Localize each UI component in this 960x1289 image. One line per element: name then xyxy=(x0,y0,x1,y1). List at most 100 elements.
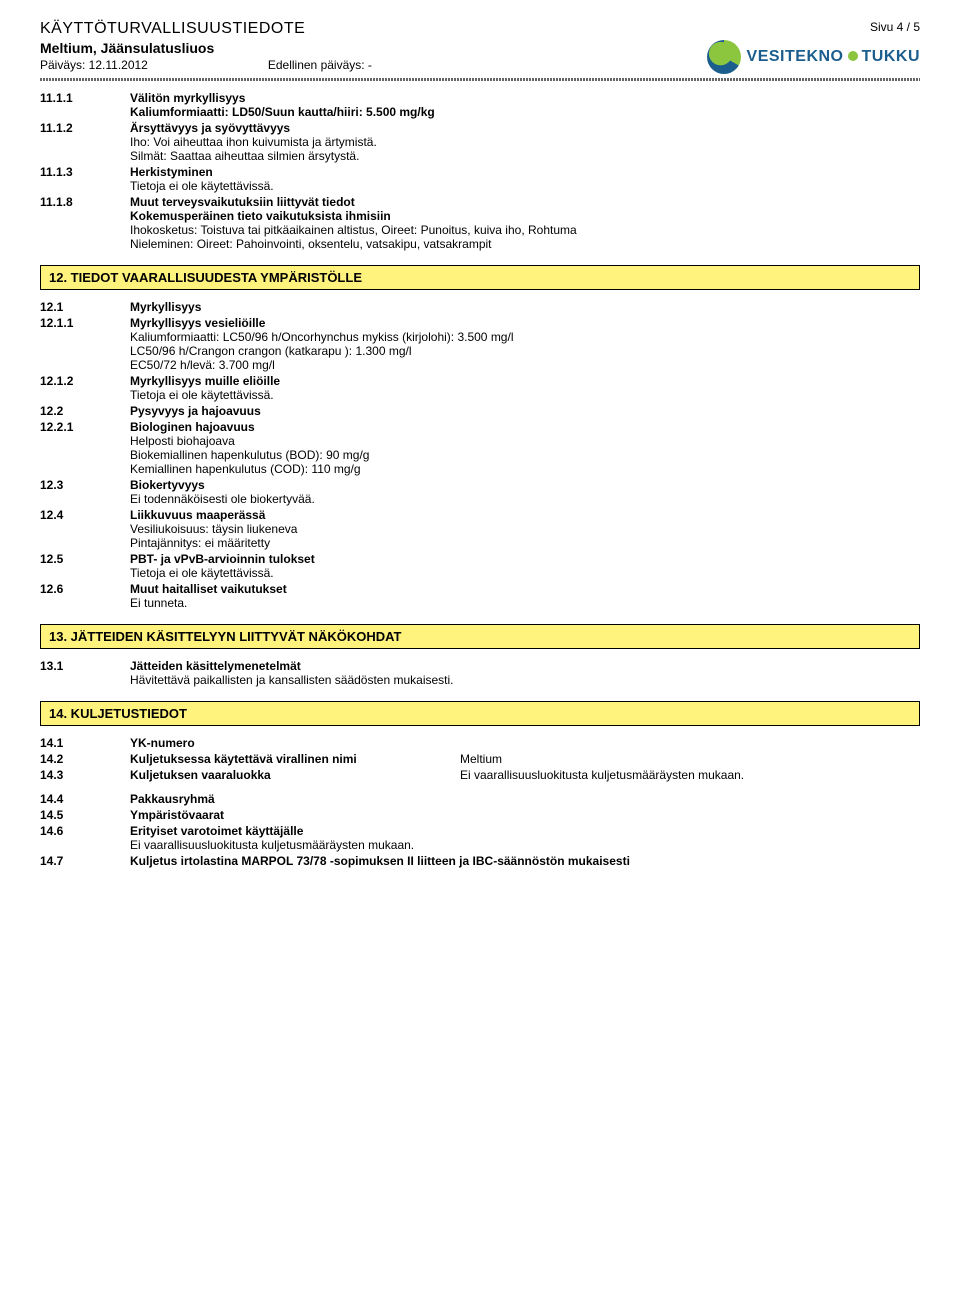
item-num: 14.1 xyxy=(40,736,130,750)
section-14: 14.1 YK-numero 14.2 Kuljetuksessa käytet… xyxy=(40,736,920,868)
item-12-2: 12.2 Pysyvyys ja hajoavuus xyxy=(40,404,920,418)
logo-icon xyxy=(707,40,741,74)
item-label: Herkistyminen xyxy=(130,165,920,179)
item-label: Ärsyttävyys ja syövyttävyys xyxy=(130,121,920,135)
item-14-4: 14.4 Pakkausryhmä xyxy=(40,792,920,806)
item-label: Pakkausryhmä xyxy=(130,792,920,806)
item-label: Välitön myrkyllisyys xyxy=(130,91,920,105)
item-num: 14.7 xyxy=(40,854,130,868)
item-content: Myrkyllisyys vesieliöille Kaliumformiaat… xyxy=(130,316,920,372)
logo-text: VESITEKNO TUKKU xyxy=(747,48,920,66)
item-sublabel: Kokemusperäinen tieto vaikutuksista ihmi… xyxy=(130,209,920,223)
header: KÄYTTÖTURVALLISUUSTIEDOTE Meltium, Jääns… xyxy=(40,20,920,74)
spacer xyxy=(40,784,920,792)
item-14-3: 14.3 Kuljetuksen vaaraluokka Ei vaaralli… xyxy=(40,768,920,782)
item-content: Erityiset varotoimet käyttäjälle Ei vaar… xyxy=(130,824,920,852)
item-num: 14.4 xyxy=(40,792,130,806)
item-text: Vesiliukoisuus: täysin liukeneva xyxy=(130,522,920,536)
item-content: PBT- ja vPvB-arvioinnin tulokset Tietoja… xyxy=(130,552,920,580)
item-num: 14.2 xyxy=(40,752,130,766)
item-text: Pintajännitys: ei määritetty xyxy=(130,536,920,550)
item-num: 12.1.2 xyxy=(40,374,130,402)
item-label: Kuljetuksessa käytettävä virallinen nimi xyxy=(130,752,460,766)
header-right: Sivu 4 / 5 VESITEKNO TUKKU xyxy=(707,20,920,74)
item-num: 11.1.2 xyxy=(40,121,130,163)
item-12-2-1: 12.2.1 Biologinen hajoavuus Helposti bio… xyxy=(40,420,920,476)
item-label: Muut haitalliset vaikutukset xyxy=(130,582,920,596)
item-text: EC50/72 h/levä: 3.700 mg/l xyxy=(130,358,920,372)
item-12-3: 12.3 Biokertyvyys Ei todennäköisesti ole… xyxy=(40,478,920,506)
item-text: Tietoja ei ole käytettävissä. xyxy=(130,566,920,580)
item-num: 14.5 xyxy=(40,808,130,822)
item-text: Biokemiallinen hapenkulutus (BOD): 90 mg… xyxy=(130,448,920,462)
item-text: Nieleminen: Oireet: Pahoinvointi, oksent… xyxy=(130,237,920,251)
item-label: Myrkyllisyys xyxy=(130,300,920,314)
item-value: Ei vaarallisuusluokitusta kuljetusmääräy… xyxy=(460,768,744,782)
item-content: Jätteiden käsittelymenetelmät Hävitettäv… xyxy=(130,659,920,687)
item-text: LC50/96 h/Crangon crangon (katkarapu ): … xyxy=(130,344,920,358)
item-11-1-8: 11.1.8 Muut terveysvaikutuksiin liittyvä… xyxy=(40,195,920,251)
section-13-header: 13. JÄTTEIDEN KÄSITTELYYN LIITTYVÄT NÄKÖ… xyxy=(40,624,920,649)
item-13-1: 13.1 Jätteiden käsittelymenetelmät Hävit… xyxy=(40,659,920,687)
section-11: 11.1.1 Välitön myrkyllisyys Kaliumformia… xyxy=(40,91,920,251)
item-12-5: 12.5 PBT- ja vPvB-arvioinnin tulokset Ti… xyxy=(40,552,920,580)
item-14-6: 14.6 Erityiset varotoimet käyttäjälle Ei… xyxy=(40,824,920,852)
section-12-header: 12. TIEDOT VAARALLISUUDESTA YMPÄRISTÖLLE xyxy=(40,265,920,290)
item-content: Liikkuvuus maaperässä Vesiliukoisuus: tä… xyxy=(130,508,920,550)
item-text: Kaliumformiaatti: LC50/96 h/Oncorhynchus… xyxy=(130,330,920,344)
item-label: Liikkuvuus maaperässä xyxy=(130,508,920,522)
item-text: Kemiallinen hapenkulutus (COD): 110 mg/g xyxy=(130,462,920,476)
item-label: Myrkyllisyys muille eliöille xyxy=(130,374,920,388)
item-label: Erityiset varotoimet käyttäjälle xyxy=(130,824,920,838)
item-num: 12.2 xyxy=(40,404,130,418)
item-12-6: 12.6 Muut haitalliset vaikutukset Ei tun… xyxy=(40,582,920,610)
section-13: 13.1 Jätteiden käsittelymenetelmät Hävit… xyxy=(40,659,920,687)
item-text: Ihokosketus: Toistuva tai pitkäaikainen … xyxy=(130,223,920,237)
item-14-7: 14.7 Kuljetus irtolastina MARPOL 73/78 -… xyxy=(40,854,920,868)
item-text: Helposti biohajoava xyxy=(130,434,920,448)
item-num: 11.1.1 xyxy=(40,91,130,119)
date: Päiväys: 12.11.2012 xyxy=(40,58,148,72)
page-number: Sivu 4 / 5 xyxy=(707,20,920,34)
product-name: Meltium, Jäänsulatusliuos xyxy=(40,40,707,56)
item-num: 12.2.1 xyxy=(40,420,130,476)
item-text: Ei todennäköisesti ole biokertyvää. xyxy=(130,492,920,506)
item-label: Pysyvyys ja hajoavuus xyxy=(130,404,920,418)
item-num: 14.3 xyxy=(40,768,130,782)
item-bold-text: Kaliumformiaatti: LD50/Suun kautta/hiiri… xyxy=(130,105,435,119)
item-num: 12.6 xyxy=(40,582,130,610)
item-num: 11.1.8 xyxy=(40,195,130,251)
item-label: Biologinen hajoavuus xyxy=(130,420,920,434)
item-12-4: 12.4 Liikkuvuus maaperässä Vesiliukoisuu… xyxy=(40,508,920,550)
item-content: Myrkyllisyys muille eliöille Tietoja ei … xyxy=(130,374,920,402)
item-content: Kuljetuksen vaaraluokka Ei vaarallisuusl… xyxy=(130,768,920,782)
item-label: Kuljetuksen vaaraluokka xyxy=(130,768,460,782)
logo-vesi: VESITEKNO xyxy=(747,48,844,66)
item-label: Myrkyllisyys vesieliöille xyxy=(130,316,920,330)
item-content: Muut haitalliset vaikutukset Ei tunneta. xyxy=(130,582,920,610)
item-num: 12.1.1 xyxy=(40,316,130,372)
item-content: Ärsyttävyys ja syövyttävyys Iho: Voi aih… xyxy=(130,121,920,163)
item-12-1-2: 12.1.2 Myrkyllisyys muille eliöille Tiet… xyxy=(40,374,920,402)
prev-date: Edellinen päiväys: - xyxy=(268,58,372,72)
item-num: 12.3 xyxy=(40,478,130,506)
item-label: PBT- ja vPvB-arvioinnin tulokset xyxy=(130,552,920,566)
item-14-1: 14.1 YK-numero xyxy=(40,736,920,750)
item-11-1-3: 11.1.3 Herkistyminen Tietoja ei ole käyt… xyxy=(40,165,920,193)
item-num: 13.1 xyxy=(40,659,130,687)
header-left: KÄYTTÖTURVALLISUUSTIEDOTE Meltium, Jääns… xyxy=(40,20,707,72)
item-14-2: 14.2 Kuljetuksessa käytettävä virallinen… xyxy=(40,752,920,766)
item-12-1: 12.1 Myrkyllisyys xyxy=(40,300,920,314)
item-num: 14.6 xyxy=(40,824,130,852)
item-text: Tietoja ei ole käytettävissä. xyxy=(130,388,920,402)
item-label: Kuljetus irtolastina MARPOL 73/78 -sopim… xyxy=(130,854,920,868)
item-text: Ei tunneta. xyxy=(130,596,920,610)
doc-title: KÄYTTÖTURVALLISUUSTIEDOTE xyxy=(40,20,707,38)
item-text: Tietoja ei ole käytettävissä. xyxy=(130,179,920,193)
item-text: Hävitettävä paikallisten ja kansallisten… xyxy=(130,673,920,687)
item-11-1-1: 11.1.1 Välitön myrkyllisyys Kaliumformia… xyxy=(40,91,920,119)
item-content: Kuljetuksessa käytettävä virallinen nimi… xyxy=(130,752,920,766)
item-label: Ympäristövaarat xyxy=(130,808,920,822)
item-content: Välitön myrkyllisyys Kaliumformiaatti: L… xyxy=(130,91,920,119)
item-num: 12.1 xyxy=(40,300,130,314)
